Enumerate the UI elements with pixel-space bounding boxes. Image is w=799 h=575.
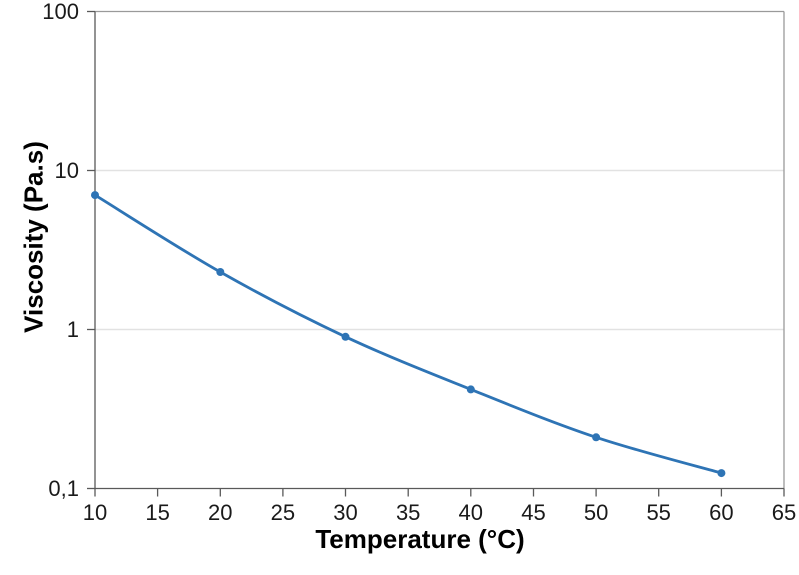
y-tick-label: 10 [54, 157, 79, 183]
y-tick-label: 1 [66, 316, 79, 342]
data-point-marker [466, 385, 475, 394]
x-tick-label: 40 [458, 499, 484, 525]
x-axis-title: Temperature (°C) [315, 524, 525, 554]
y-tick-label: 100 [42, 0, 79, 24]
data-point-marker [216, 268, 225, 276]
x-tick-label: 50 [583, 499, 609, 525]
x-tick-label: 45 [521, 499, 546, 525]
x-tick-label: 15 [145, 499, 170, 525]
data-point-marker [717, 469, 726, 478]
y-axis-title: Viscosity (Pa.s) [18, 141, 49, 333]
data-point-marker [91, 191, 99, 200]
data-point-marker [341, 332, 350, 341]
x-tick-label: 60 [709, 499, 734, 525]
x-tick-label: 25 [270, 499, 296, 525]
x-tick-label: 35 [395, 499, 421, 525]
x-tick-label: 30 [333, 499, 358, 525]
series-line [93, 193, 723, 475]
x-tick-label: 20 [208, 499, 233, 525]
x-tick-label: 65 [771, 499, 797, 525]
x-tick-label: 55 [646, 499, 671, 525]
data-point-marker [592, 433, 601, 442]
x-tick-label: 10 [82, 499, 108, 525]
y-tick-label: 0,1 [48, 475, 79, 501]
